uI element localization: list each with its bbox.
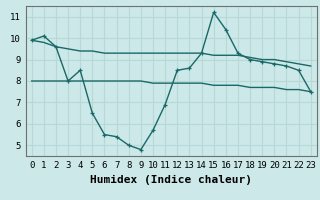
X-axis label: Humidex (Indice chaleur): Humidex (Indice chaleur) [90, 175, 252, 185]
